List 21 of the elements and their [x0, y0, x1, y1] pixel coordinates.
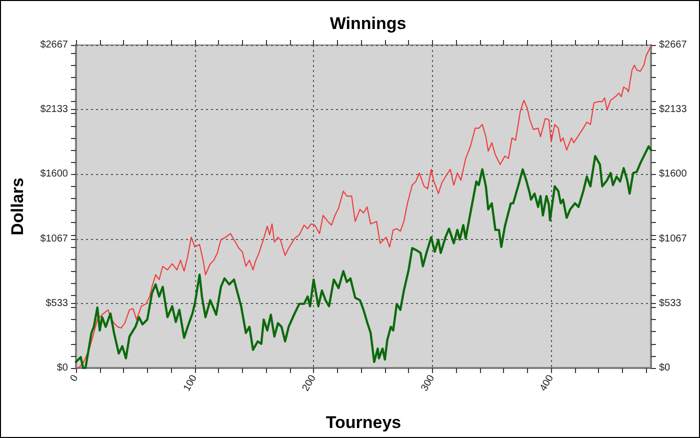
y-tick-label: $2667 — [40, 40, 68, 50]
y2-tick-label: $2133 — [659, 104, 688, 116]
y2-tick-label: $1067 — [659, 233, 688, 244]
chart-title: Winnings — [330, 14, 406, 33]
y2-tick-label: $1600 — [659, 168, 688, 180]
x-axis-title: Tourneys — [326, 413, 402, 432]
x-tick-label: 200 — [300, 372, 319, 394]
y2-tick-label: $2667 — [659, 40, 688, 50]
y-tick-label: $0 — [56, 362, 68, 374]
y2-tick-label: $533 — [659, 298, 682, 309]
y-axis-title: Dollars — [8, 178, 27, 236]
y-tick-label: $1600 — [40, 168, 68, 180]
y-tick-label: $1067 — [40, 233, 68, 244]
x-tick-label: 300 — [419, 372, 438, 394]
y-tick-label: $533 — [46, 298, 68, 309]
x-tick-label: 0 — [68, 372, 81, 384]
x-tick-label: 100 — [182, 372, 200, 394]
y2-tick-label: $0 — [659, 362, 671, 374]
line-series — [75, 45, 652, 369]
x-tick-label: 400 — [538, 372, 556, 394]
y-tick-label: $2133 — [40, 104, 68, 116]
